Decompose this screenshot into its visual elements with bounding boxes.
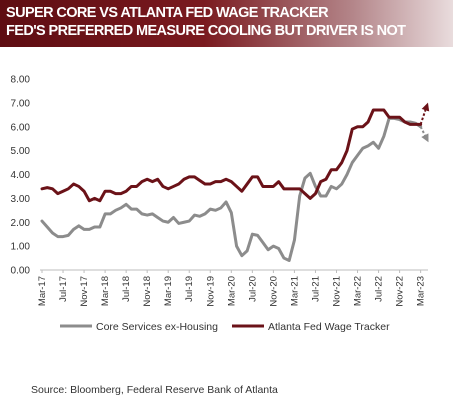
x-tick-label: Nov-20	[268, 276, 279, 307]
x-tick-label: Mar-20	[226, 276, 237, 306]
y-tick-label: 7.00	[11, 98, 31, 109]
x-tick-label: Nov-17	[79, 276, 90, 307]
y-tick-label: 4.00	[11, 170, 31, 181]
x-tick-label: Jul-17	[58, 276, 69, 302]
x-tick-label: Nov-18	[142, 276, 153, 307]
x-tick-label: Jul-22	[374, 276, 385, 302]
y-tick-label: 6.00	[11, 122, 31, 133]
x-tick-label: Jul-21	[310, 276, 321, 302]
x-tick-label: Nov-21	[331, 276, 342, 307]
x-tick-label: Mar-21	[289, 276, 300, 306]
series-line-wage-tracker	[40, 108, 423, 203]
x-tick-label: Jul-20	[247, 276, 258, 302]
x-tick-label: Mar-19	[163, 276, 174, 306]
x-tick-label: Mar-22	[353, 276, 364, 306]
y-tick-label: 0.00	[11, 266, 31, 277]
x-tick-label: Mar-18	[100, 276, 111, 306]
projection-arrow-wage-tracker	[419, 102, 430, 125]
series-line-core-services	[40, 116, 423, 262]
x-tick-label: Mar-17	[37, 276, 48, 306]
x-tick-label: Mar-23	[416, 276, 427, 306]
x-tick-label: Jul-18	[121, 276, 132, 302]
x-tick-label: Nov-19	[205, 276, 216, 307]
y-tick-label: 8.00	[11, 75, 31, 86]
source-note: Source: Bloomberg, Federal Reserve Bank …	[31, 384, 278, 396]
x-tick-label: Nov-22	[395, 276, 406, 307]
chart-title: SUPER CORE VS ATLANTA FED WAGE TRACKER	[6, 5, 329, 21]
y-tick-label: 5.00	[11, 146, 31, 157]
line-chart: 0.00 1.00 2.00 3.00 4.00 5.00 6.00 7.00 8.00 Mar-…	[11, 75, 430, 333]
title-banner: SUPER CORE VS ATLANTA FED WAGE TRACKER F…	[0, 0, 453, 47]
y-tick-label: 3.00	[11, 194, 31, 205]
projection-arrow-core-services	[419, 126, 429, 143]
y-tick-label: 2.00	[11, 218, 31, 229]
x-tick-label: Jul-19	[184, 276, 195, 302]
chart-subtitle: FED'S PREFERRED MEASURE COOLING BUT DRIV…	[6, 23, 406, 39]
legend-label-core-services: Core Services ex-Housing	[96, 321, 218, 333]
y-tick-label: 1.00	[11, 242, 31, 253]
legend-label-wage-tracker: Atlanta Fed Wage Tracker	[268, 321, 390, 333]
